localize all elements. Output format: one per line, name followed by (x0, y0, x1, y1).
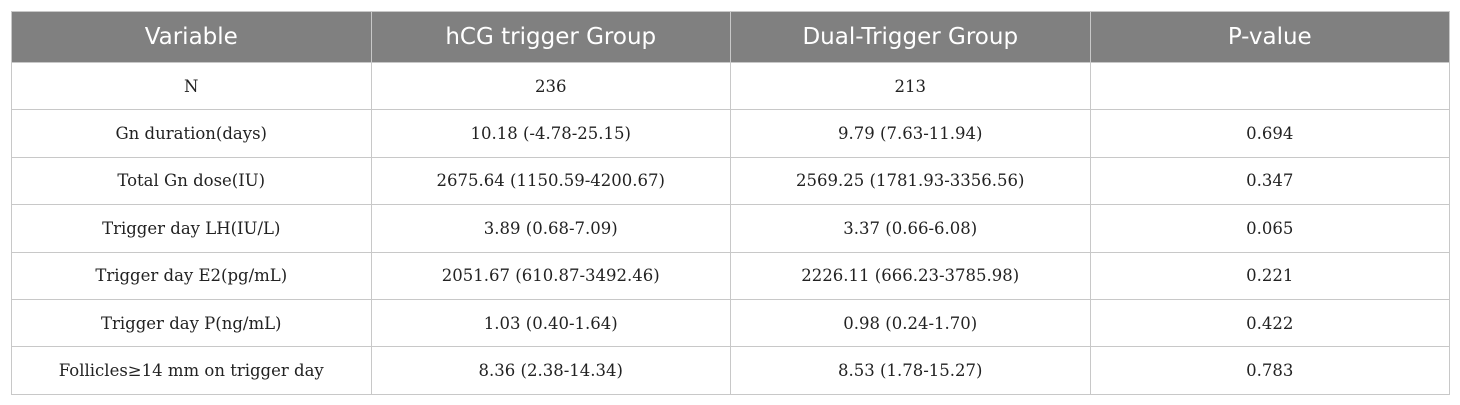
cell-p-value (1089, 61, 1450, 111)
cell-hcg-value: 2051.67 (610.87-3492.46) (370, 251, 731, 300)
header-p-value: P-value (1089, 11, 1450, 63)
cell-dual-value: 8.53 (1.78-15.27) (730, 346, 1091, 395)
table-body: N 236 213 Gn duration(days) 10.18 (-4.78… (11, 61, 1450, 395)
cell-hcg-value: 2675.64 (1150.59-4200.67) (370, 156, 731, 206)
cell-hcg-value: 10.18 (-4.78-25.15) (370, 109, 731, 158)
table-row: Gn duration(days) 10.18 (-4.78-25.15) 9.… (11, 109, 1450, 158)
cell-variable: Total Gn dose(IU) (11, 156, 372, 206)
cell-dual-value: 2226.11 (666.23-3785.98) (730, 251, 1091, 300)
cell-hcg-value: 1.03 (0.40-1.64) (370, 298, 731, 348)
cell-variable: Trigger day LH(IU/L) (11, 204, 372, 253)
comparison-table-container: Variable hCG trigger Group Dual-Trigger … (11, 11, 1450, 395)
cell-variable: Trigger day E2(pg/mL) (11, 251, 372, 300)
cell-variable: Gn duration(days) (11, 109, 372, 158)
cell-dual-value: 9.79 (7.63-11.94) (730, 109, 1091, 158)
cell-variable: N (11, 61, 372, 111)
cell-p-value: 0.347 (1089, 156, 1450, 206)
comparison-table: Variable hCG trigger Group Dual-Trigger … (11, 11, 1450, 395)
header-dual-trigger-group: Dual-Trigger Group (730, 11, 1091, 63)
cell-dual-value: 213 (730, 61, 1091, 111)
cell-hcg-value: 3.89 (0.68-7.09) (370, 204, 731, 253)
cell-hcg-value: 236 (370, 61, 731, 111)
cell-p-value: 0.065 (1089, 204, 1450, 253)
cell-p-value: 0.783 (1089, 346, 1450, 395)
cell-p-value: 0.221 (1089, 251, 1450, 300)
header-row: Variable hCG trigger Group Dual-Trigger … (11, 11, 1450, 63)
cell-p-value: 0.694 (1089, 109, 1450, 158)
cell-p-value: 0.422 (1089, 298, 1450, 348)
table-row: Follicles≥14 mm on trigger day 8.36 (2.3… (11, 346, 1450, 395)
cell-variable: Trigger day P(ng/mL) (11, 298, 372, 348)
table-header: Variable hCG trigger Group Dual-Trigger … (11, 11, 1450, 63)
table-row: Trigger day LH(IU/L) 3.89 (0.68-7.09) 3.… (11, 204, 1450, 253)
cell-hcg-value: 8.36 (2.38-14.34) (370, 346, 731, 395)
cell-dual-value: 2569.25 (1781.93-3356.56) (730, 156, 1091, 206)
header-hcg-trigger-group: hCG trigger Group (370, 11, 731, 63)
cell-variable: Follicles≥14 mm on trigger day (11, 346, 372, 395)
cell-dual-value: 3.37 (0.66-6.08) (730, 204, 1091, 253)
table-row: Trigger day E2(pg/mL) 2051.67 (610.87-34… (11, 251, 1450, 300)
header-variable: Variable (11, 11, 372, 63)
table-row: Trigger day P(ng/mL) 1.03 (0.40-1.64) 0.… (11, 298, 1450, 348)
table-row: N 236 213 (11, 61, 1450, 111)
table-row: Total Gn dose(IU) 2675.64 (1150.59-4200.… (11, 156, 1450, 206)
cell-dual-value: 0.98 (0.24-1.70) (730, 298, 1091, 348)
